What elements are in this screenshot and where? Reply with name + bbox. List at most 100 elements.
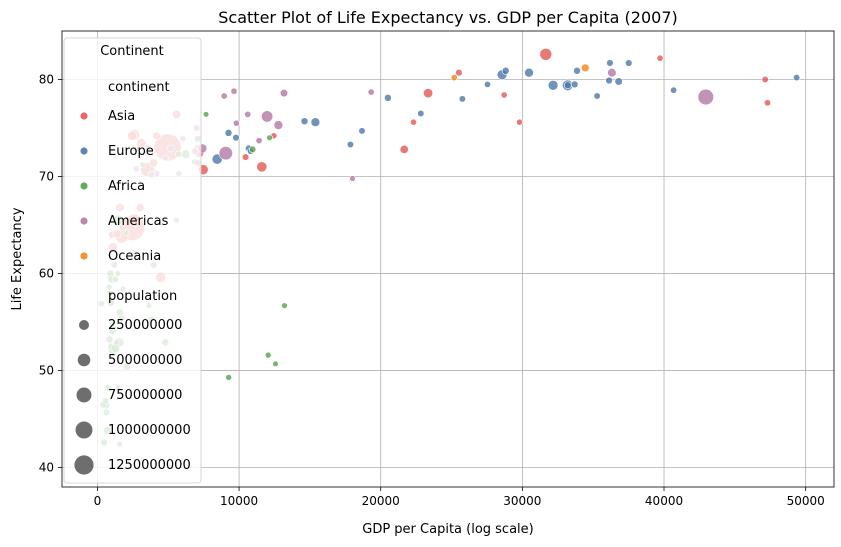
x-tick-label: 30000 <box>503 494 541 508</box>
data-point-europe <box>458 95 466 103</box>
legend-marker-africa <box>80 182 88 190</box>
data-point-europe <box>524 67 534 78</box>
data-point-europe <box>624 59 633 67</box>
data-point-europe <box>483 80 492 88</box>
legend-label-africa: Africa <box>108 179 145 194</box>
data-point-europe <box>614 77 623 86</box>
data-point-asia <box>763 99 772 107</box>
data-point-americas <box>218 146 233 161</box>
chart-title: Scatter Plot of Life Expectancy vs. GDP … <box>218 8 677 27</box>
data-point-europe <box>606 59 614 67</box>
series-europe <box>211 59 801 165</box>
data-point-europe <box>501 66 510 75</box>
y-tick-label: 60 <box>39 267 54 281</box>
data-point-europe <box>793 74 801 82</box>
data-point-asia <box>423 88 434 99</box>
data-point-europe <box>593 92 601 100</box>
legend-continent-entries: Asia Europe Africa Americas Oceania <box>80 109 169 264</box>
data-point-europe <box>232 134 240 142</box>
legend-marker-europe <box>80 147 88 155</box>
data-point-americas <box>279 88 289 98</box>
data-point-asia <box>455 68 463 77</box>
data-point-americas <box>232 119 240 127</box>
legend-marker-oceania <box>80 252 88 260</box>
data-point-europe <box>573 66 581 75</box>
legend-size-marker <box>75 421 93 439</box>
data-point-americas <box>261 110 274 123</box>
x-axis-ticks: 0 10000 20000 30000 40000 50000 <box>94 487 825 508</box>
data-point-oceania <box>450 74 458 82</box>
data-point-europe <box>300 117 309 126</box>
data-point-africa <box>248 145 257 154</box>
legend-size-label: 750000000 <box>108 388 182 403</box>
data-point-americas <box>220 92 228 100</box>
legend-frame <box>63 37 202 484</box>
data-point-asia <box>399 144 409 154</box>
data-point-europe <box>346 140 354 149</box>
data-point-europe <box>384 94 392 102</box>
data-point-asia <box>410 118 417 126</box>
legend-marker-americas <box>80 217 88 225</box>
data-point-africa <box>225 374 232 381</box>
data-point-americas <box>607 68 617 78</box>
data-point-asia <box>516 118 523 126</box>
data-point-americas <box>273 120 284 130</box>
data-point-americas <box>367 88 375 96</box>
legend-population-entries: 250000000 500000000 750000000 1000000000 125… <box>74 318 191 475</box>
legend-hue-title: continent <box>108 80 170 95</box>
legend-size-label: 1250000000 <box>108 458 191 473</box>
data-point-americas <box>244 110 252 118</box>
data-point-europe <box>570 80 579 89</box>
data-point-africa <box>272 360 279 367</box>
legend-label-asia: Asia <box>108 109 135 124</box>
x-tick-label: 0 <box>94 494 102 508</box>
x-axis-label: GDP per Capita (log scale) <box>362 522 533 537</box>
y-axis-label: Life Expectancy <box>10 207 25 310</box>
legend-title: Continent <box>100 44 164 59</box>
y-tick-label: 70 <box>39 170 54 184</box>
y-axis-ticks: 40 50 60 70 80 <box>39 73 62 475</box>
y-tick-label: 50 <box>39 364 54 378</box>
data-point-africa <box>202 111 210 118</box>
y-tick-label: 80 <box>39 73 54 87</box>
data-point-asia <box>256 161 268 173</box>
data-point-asia <box>500 91 508 99</box>
legend-size-label: 250000000 <box>108 318 182 333</box>
data-point-africa <box>281 302 288 309</box>
legend-size-label: 1000000000 <box>108 423 191 438</box>
y-tick-label: 40 <box>39 461 54 475</box>
plot-frame <box>61 30 835 488</box>
data-point-asia <box>241 153 250 161</box>
series-oceania <box>450 63 590 82</box>
data-point-europe <box>605 76 613 85</box>
legend-label-oceania: Oceania <box>108 249 161 264</box>
legend-marker-asia <box>80 112 88 120</box>
data-point-europe <box>547 80 559 91</box>
legend-size-marker <box>74 455 94 475</box>
data-point-europe <box>417 109 425 118</box>
data-point-americas <box>349 175 356 182</box>
data-point-asia <box>539 47 553 61</box>
data-point-americas <box>255 137 263 145</box>
data-point-oceania <box>580 63 590 73</box>
data-point-europe <box>670 86 678 94</box>
x-tick-label: 20000 <box>362 494 400 508</box>
data-point-europe <box>563 81 572 90</box>
legend-size-marker <box>76 387 92 403</box>
data-point-europe <box>224 129 233 137</box>
data-point-europe <box>310 117 321 127</box>
data-point-europe <box>358 127 366 135</box>
legend-size-marker <box>77 353 91 367</box>
x-tick-label: 50000 <box>787 494 825 508</box>
x-tick-label: 40000 <box>645 494 683 508</box>
data-point-africa <box>264 351 272 359</box>
x-tick-label: 10000 <box>220 494 258 508</box>
legend: Continent continent Asia Europe Africa Amer… <box>63 37 202 484</box>
legend-size-label: 500000000 <box>108 353 182 368</box>
legend-size-title: population <box>108 289 177 304</box>
data-point-asia <box>656 54 664 62</box>
legend-label-europe: Europe <box>108 144 154 159</box>
data-point-americas <box>230 87 238 95</box>
data-point-asia <box>761 75 769 84</box>
